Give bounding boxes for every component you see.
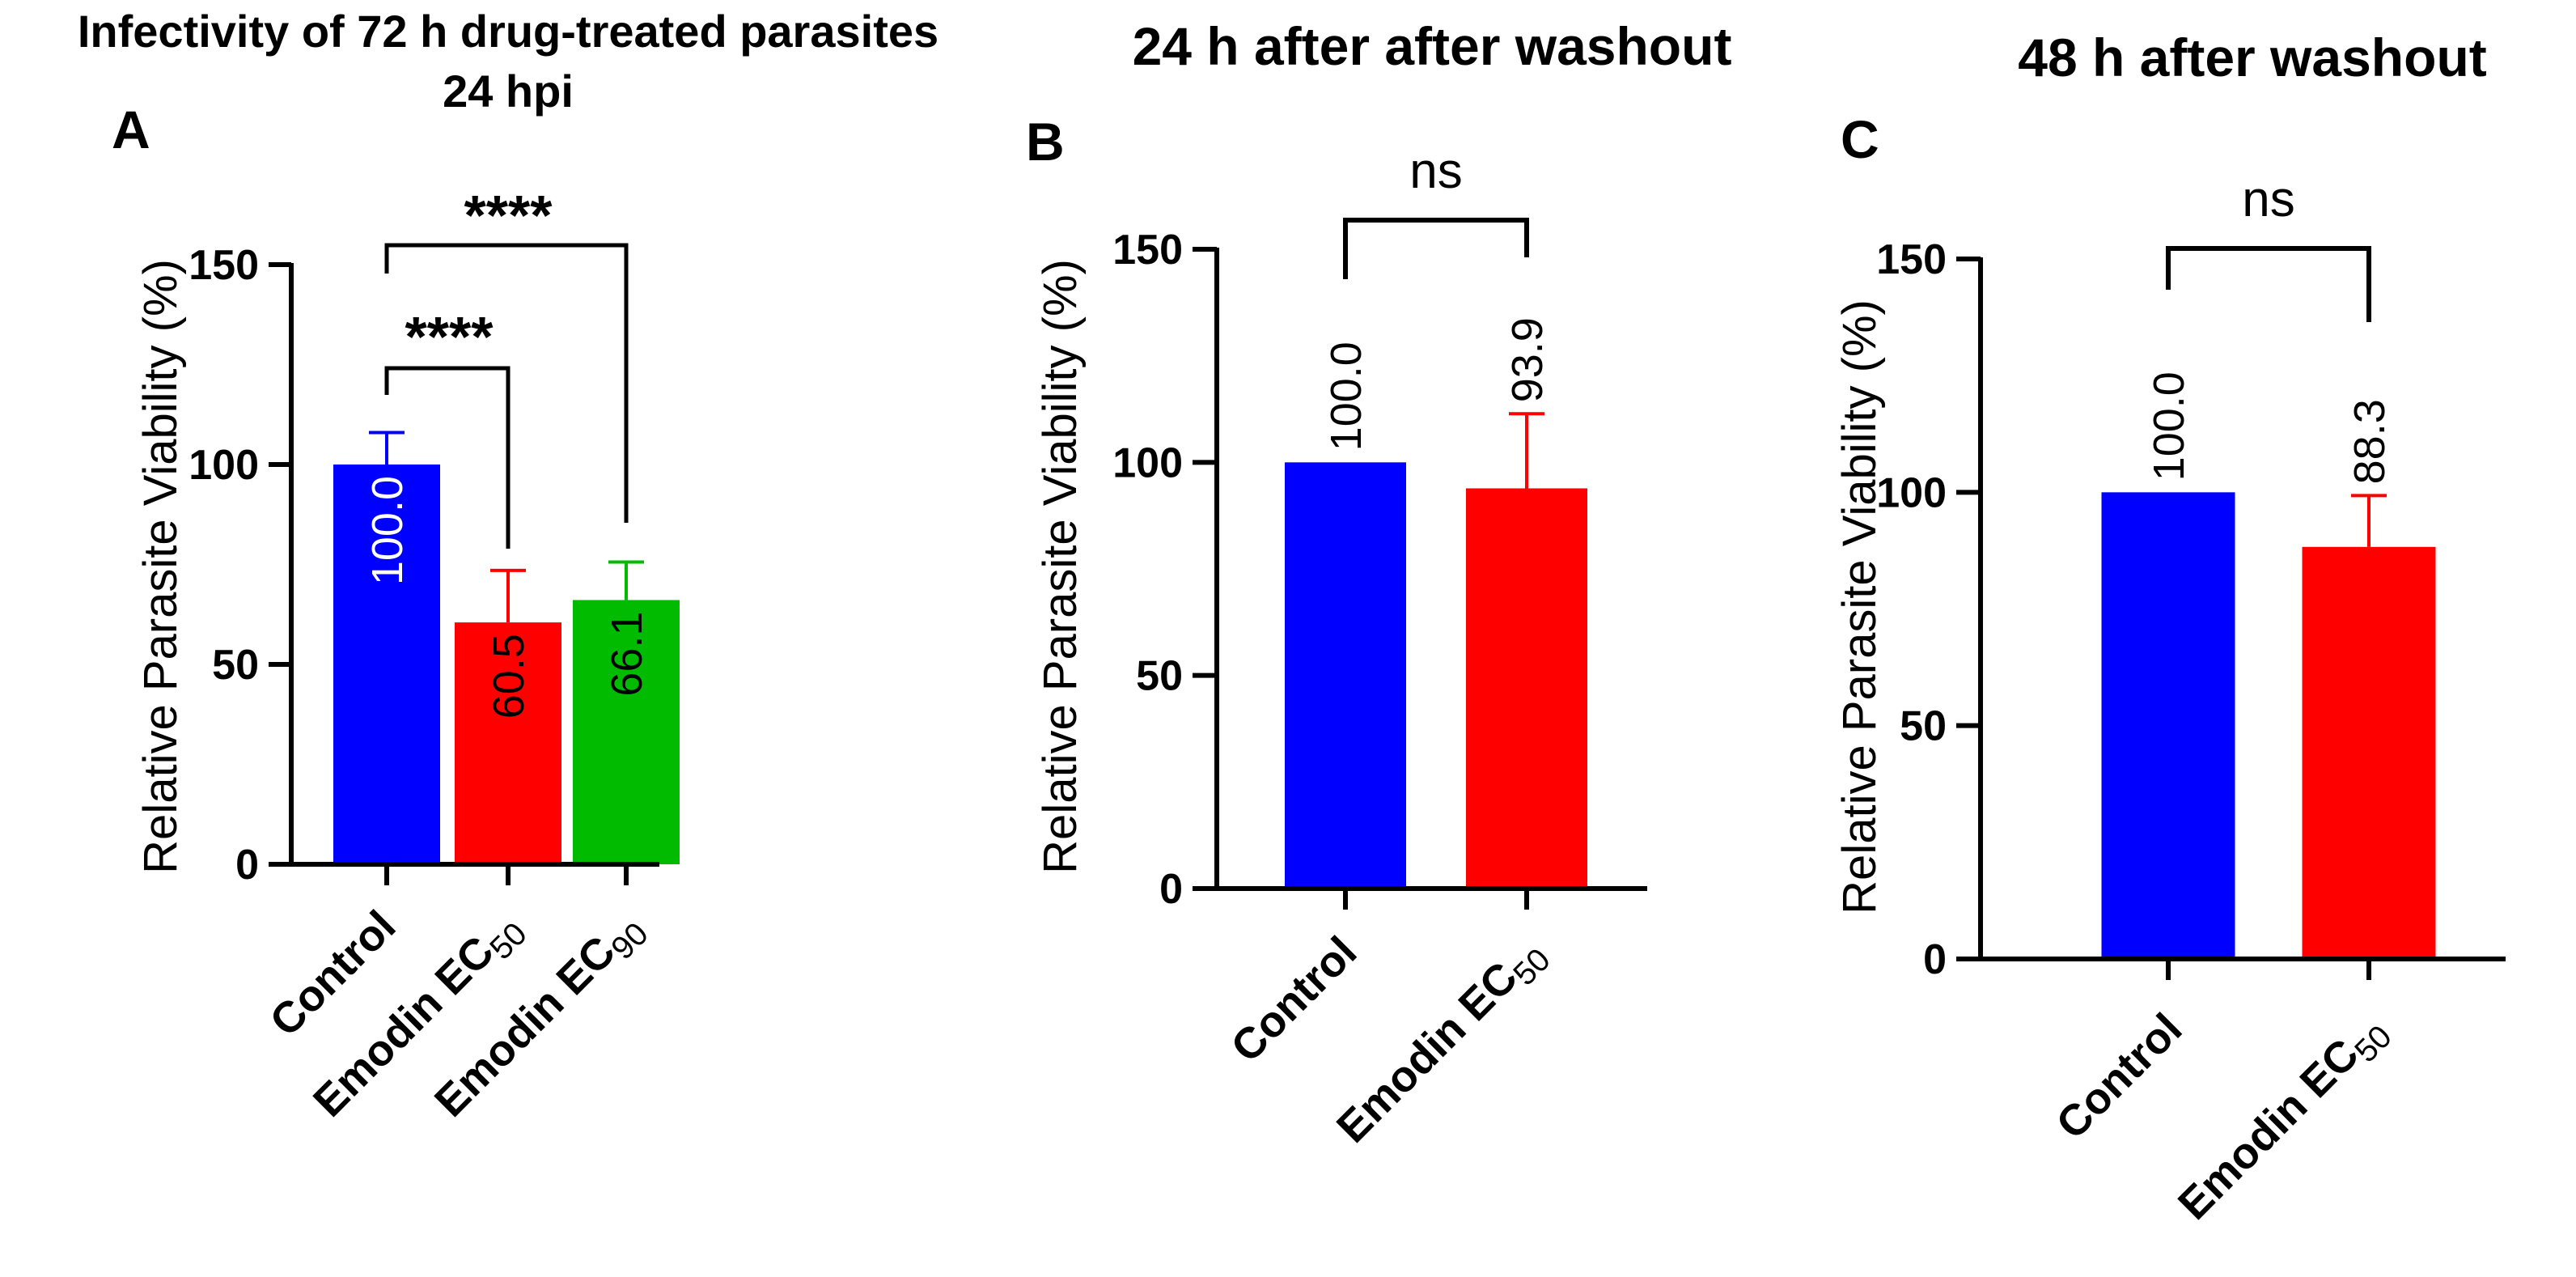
panel-c-letter: C bbox=[1841, 109, 1879, 169]
y-tick-label-150: 150 bbox=[1876, 236, 1947, 283]
significance-label-1: ns bbox=[1409, 143, 1462, 199]
bar-2 bbox=[1466, 488, 1587, 889]
x-tick-label-main: Control bbox=[1222, 927, 1366, 1071]
value-label-1: 100.0 bbox=[363, 476, 412, 585]
y-tick-label-50: 50 bbox=[1136, 653, 1183, 700]
x-tick-label-main: Control bbox=[2047, 1004, 2191, 1148]
value-label-2: 60.5 bbox=[485, 634, 533, 719]
y-tick-label-150: 150 bbox=[1112, 227, 1183, 274]
panel-b-y-axis-label: Relative Parasite Viability (%) bbox=[1034, 259, 1087, 874]
bar-3 bbox=[573, 600, 680, 864]
panel-a-letter: A bbox=[112, 100, 150, 159]
y-tick-label-0: 0 bbox=[235, 842, 259, 889]
y-tick-label-100: 100 bbox=[1112, 439, 1183, 486]
panel-a-title-line-1: Infectivity of 72 h drug-treated parasit… bbox=[78, 6, 938, 57]
bar-2 bbox=[455, 622, 561, 864]
significance-label-1: ns bbox=[2242, 172, 2294, 227]
value-label-3: 66.1 bbox=[603, 611, 651, 696]
value-label-1: 100.0 bbox=[1322, 342, 1371, 451]
panel-a-title-line-2: 24 hpi bbox=[443, 66, 574, 117]
panel-c-y-axis-label: Relative Parasite Viability (%) bbox=[1833, 299, 1886, 914]
y-tick-label-50: 50 bbox=[212, 642, 259, 689]
y-tick-label-50: 50 bbox=[1900, 703, 1947, 750]
x-tick-label-main: Emodin EC bbox=[1328, 953, 1527, 1152]
x-tick-label-1: Control bbox=[2047, 1004, 2191, 1148]
panel-b-title: 24 h after after washout bbox=[1133, 16, 1732, 76]
value-label-2: 88.3 bbox=[2345, 399, 2394, 484]
x-tick-label-2: Emodin EC50 bbox=[2169, 1004, 2399, 1234]
value-label-1: 100.0 bbox=[2145, 371, 2193, 481]
x-tick-label-main: Emodin EC bbox=[2169, 1030, 2368, 1229]
panel-c: 48 h after washout C Relative Parasite V… bbox=[1833, 28, 2506, 1234]
y-tick-label-0: 0 bbox=[1159, 866, 1183, 913]
bar-1 bbox=[2101, 492, 2235, 959]
significance-label-2: **** bbox=[464, 184, 553, 247]
panel-b-letter: B bbox=[1026, 112, 1065, 172]
y-tick-label-100: 100 bbox=[189, 442, 259, 489]
y-tick-label-100: 100 bbox=[1876, 469, 1947, 516]
bar-1 bbox=[1285, 462, 1406, 889]
bar-1 bbox=[333, 465, 440, 864]
y-tick-label-150: 150 bbox=[189, 242, 259, 289]
significance-bracket-1 bbox=[1343, 218, 1529, 279]
significance-bracket-1 bbox=[384, 366, 511, 549]
bar-2 bbox=[2302, 546, 2436, 959]
x-tick-label-1: Control bbox=[1222, 927, 1366, 1071]
panel-c-title: 48 h after washout bbox=[2018, 28, 2486, 87]
panel-a-y-axis-label: Relative Parasite Viability (%) bbox=[134, 259, 187, 874]
value-label-2: 93.9 bbox=[1503, 317, 1552, 402]
significance-bracket-1 bbox=[2166, 246, 2371, 322]
panel-b: 24 h after after washout B Relative Para… bbox=[1026, 16, 1732, 1152]
panel-a: Infectivity of 72 h drug-treated parasit… bbox=[78, 6, 938, 1126]
y-tick-label-0: 0 bbox=[1923, 936, 1947, 983]
significance-bracket-2 bbox=[384, 243, 629, 523]
significance-label-1: **** bbox=[405, 305, 494, 368]
